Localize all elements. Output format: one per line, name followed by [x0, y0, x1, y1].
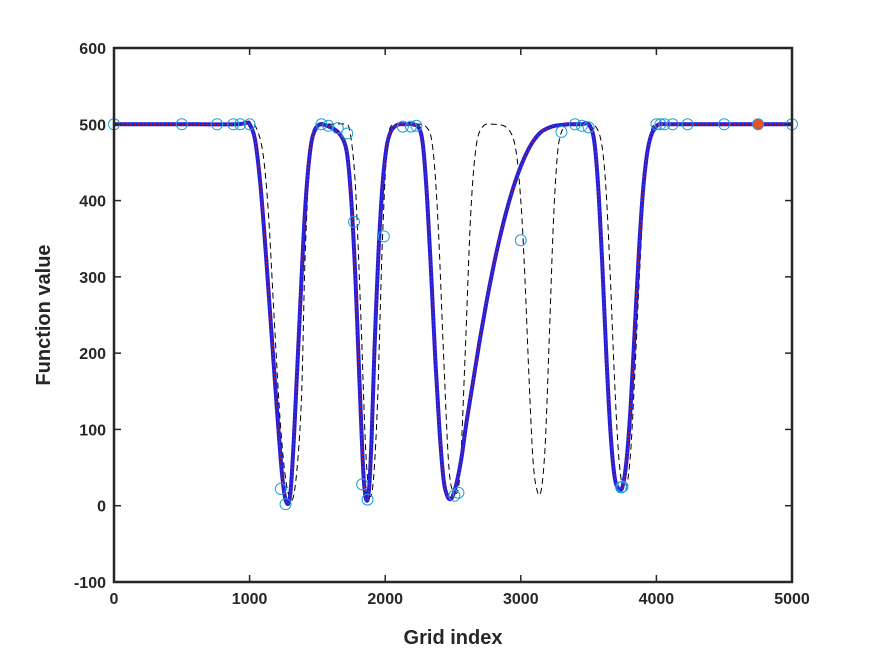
data-marker — [718, 118, 731, 131]
data-marker — [452, 486, 465, 499]
y-tick-label: 300 — [79, 270, 106, 287]
data-marker — [274, 482, 287, 495]
reference-dashed-line — [114, 122, 792, 501]
data-marker — [315, 118, 328, 131]
y-tick-label: 0 — [97, 499, 106, 516]
x-tick-label: 4000 — [639, 591, 675, 608]
data-marker — [279, 498, 292, 511]
data-marker — [658, 118, 671, 131]
data-marker — [348, 215, 361, 228]
data-marker — [377, 230, 390, 243]
series-layer — [114, 120, 792, 507]
data-marker — [211, 118, 224, 131]
data-marker — [234, 118, 247, 131]
data-marker — [615, 481, 628, 494]
data-marker — [681, 118, 694, 131]
y-tick-label: 500 — [79, 117, 106, 134]
y-tick-label: -100 — [74, 575, 106, 592]
data-marker — [356, 478, 369, 491]
fit-overlay-line — [114, 121, 792, 505]
x-axis-title: Grid index — [404, 627, 503, 649]
data-marker — [650, 118, 663, 131]
highlight-marker — [752, 118, 765, 131]
x-tick-label: 1000 — [232, 591, 268, 608]
data-marker — [410, 119, 423, 132]
data-marker — [654, 118, 667, 131]
x-tick-label: 2000 — [367, 591, 403, 608]
y-tick-label: 200 — [79, 346, 106, 363]
data-marker — [555, 125, 568, 138]
data-marker — [341, 127, 354, 140]
data-marker — [404, 120, 417, 133]
axes-box — [112, 46, 794, 584]
y-tick-label: 600 — [79, 41, 106, 58]
marker-layer — [108, 118, 798, 511]
data-marker — [575, 119, 588, 132]
data-marker — [616, 480, 629, 493]
tick-layer: 0 1000 2000 3000 4000 5000-100010020030040050… — [74, 41, 810, 608]
data-marker — [227, 118, 240, 131]
data-marker — [361, 493, 374, 506]
x-tick-label: 5000 — [774, 591, 810, 608]
x-tick-label: 3000 — [503, 591, 539, 608]
data-marker — [331, 122, 344, 135]
plot-area — [114, 48, 792, 582]
data-marker — [322, 119, 335, 132]
data-marker — [569, 118, 582, 131]
data-marker — [666, 118, 679, 131]
data-marker — [243, 118, 256, 131]
data-marker — [396, 120, 409, 133]
data-marker — [175, 118, 188, 131]
data-marker — [582, 121, 595, 134]
data-marker — [514, 234, 527, 247]
data-marker — [448, 489, 461, 502]
x-tick-label: 0 — [110, 591, 119, 608]
y-tick-label: 100 — [79, 422, 106, 439]
y-axis-title: Function value — [33, 244, 55, 385]
y-tick-label: 400 — [79, 194, 106, 211]
